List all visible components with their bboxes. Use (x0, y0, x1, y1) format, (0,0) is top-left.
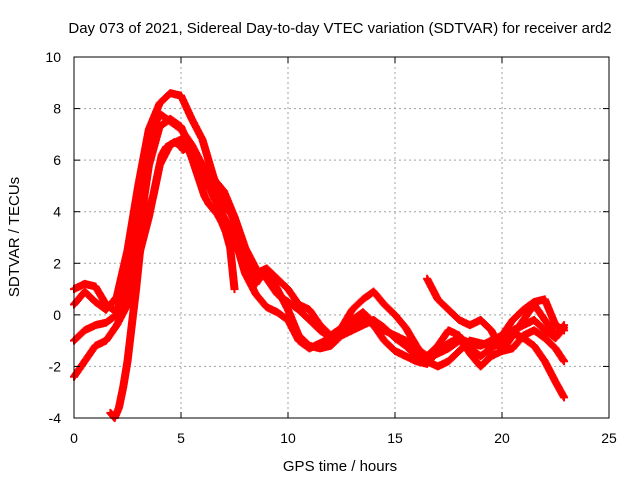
y-tick-label: 10 (45, 49, 61, 65)
y-tick-label: 8 (53, 101, 61, 117)
x-tick-label: 25 (601, 430, 617, 446)
plot-frame (73, 56, 610, 419)
x-tick-label: 15 (387, 430, 403, 446)
series-track-5 (106, 138, 239, 422)
data-point (560, 393, 569, 402)
y-tick-label: 0 (53, 307, 61, 323)
x-tick-label: 10 (280, 430, 296, 446)
data-points (70, 89, 569, 422)
x-tick-label: 5 (177, 430, 185, 446)
y-tick-label: 4 (53, 204, 61, 220)
y-tick-label: -4 (49, 410, 62, 426)
x-axis-label: GPS time / hours (283, 458, 397, 475)
y-axis-label: SDTVAR / TECUs (6, 177, 23, 297)
x-tick-label: 20 (494, 430, 510, 446)
series-track-6 (423, 274, 569, 355)
data-point (560, 357, 569, 366)
chart-title: Day 073 of 2021, Sidereal Day-to-day VTE… (68, 20, 611, 37)
y-tick-label: 6 (53, 152, 61, 168)
y-tick-label: -2 (49, 358, 62, 374)
x-tick-label: 0 (70, 430, 78, 446)
data-point (230, 285, 239, 294)
series-track-4 (70, 135, 569, 402)
y-tick-label: 2 (53, 255, 61, 271)
axis-ticks: 0 5 10 15 20 25 -4 -2 0 2 4 6 8 10 (45, 49, 617, 446)
data-point (560, 321, 569, 330)
